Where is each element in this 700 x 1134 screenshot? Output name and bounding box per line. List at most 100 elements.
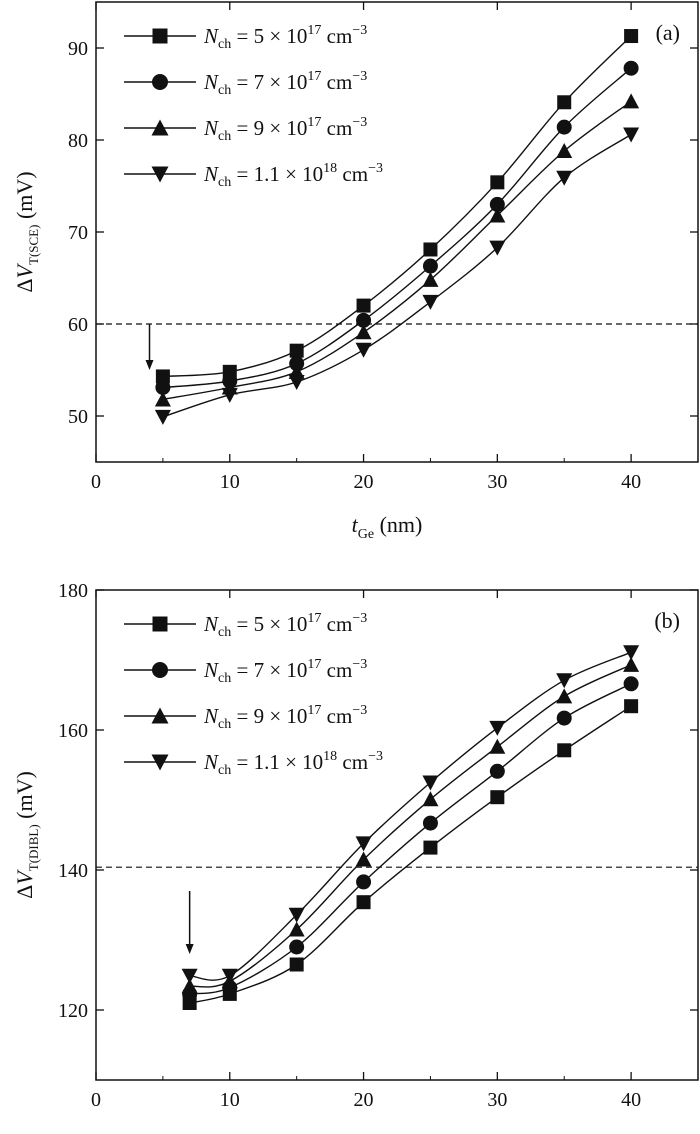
data-point — [221, 968, 238, 984]
y-axis-label-base: V — [12, 869, 37, 885]
plot-frame — [95, 589, 699, 1081]
legend-label: Nch = 7 × 1017 cm−3 — [203, 657, 367, 686]
series-triangle-down — [154, 127, 640, 425]
data-point — [289, 343, 304, 358]
data-point — [556, 119, 572, 135]
series-line — [189, 683, 632, 995]
legend-label-base: N — [203, 704, 219, 728]
legend-label-sub: ch — [218, 83, 231, 98]
series-line — [162, 133, 632, 418]
y-tick-label: 80 — [68, 130, 88, 152]
data-point — [623, 127, 640, 143]
y-tick-label: 70 — [68, 222, 88, 244]
data-point — [356, 895, 371, 910]
series-line — [189, 705, 632, 1004]
x-tick-label: 10 — [220, 471, 240, 493]
arrow-head — [145, 360, 154, 370]
x-axis-label: tGe (nm) — [352, 512, 423, 542]
legend-label-eq: = 1.1 × 10 — [231, 750, 323, 774]
data-point — [489, 720, 506, 736]
series-line — [162, 100, 632, 401]
legend-label-unit: cm — [321, 116, 352, 140]
data-point — [355, 324, 372, 340]
legend-label-unit-exp: −3 — [352, 611, 367, 626]
legend-label-unit-exp: −3 — [352, 69, 367, 84]
legend-label-exp: 18 — [323, 161, 337, 176]
legend-label-exp: 17 — [307, 703, 321, 718]
x-tick-label: 20 — [354, 471, 374, 493]
y-tick-label: 180 — [58, 580, 88, 602]
y-axis-label-base: V — [12, 262, 37, 278]
legend-label-unit: cm — [321, 658, 352, 682]
data-point — [356, 874, 372, 890]
legend-marker — [152, 662, 168, 678]
legend-entry: Nch = 7 × 1017 cm−3 — [124, 69, 367, 98]
legend-label-base: N — [203, 750, 219, 774]
legend-label-unit-exp: −3 — [352, 23, 367, 38]
legend-label-unit-exp: −3 — [368, 749, 383, 764]
data-point — [489, 240, 506, 256]
legend-label: Nch = 5 × 1017 cm−3 — [203, 23, 367, 52]
y-axis-label: ΔVT(SCE) (mV) — [12, 171, 41, 292]
legend-label-base: N — [203, 116, 219, 140]
data-point — [556, 170, 573, 186]
series-square — [155, 29, 639, 384]
x-tick-label: 30 — [487, 471, 507, 493]
legend-label-sub: ch — [218, 129, 231, 144]
legend-label-eq: = 9 × 10 — [231, 704, 307, 728]
data-point — [556, 673, 573, 689]
panel-label: (b) — [654, 608, 680, 633]
data-point — [624, 29, 639, 44]
legend-entry: Nch = 9 × 1017 cm−3 — [124, 115, 367, 144]
data-point — [154, 409, 171, 425]
data-point — [623, 676, 639, 692]
data-point — [422, 258, 438, 274]
legend-marker — [151, 119, 169, 136]
x-axis-label-sub: Ge — [358, 527, 374, 542]
panel-label: (a) — [656, 20, 680, 45]
data-point — [557, 95, 572, 110]
legend-label-eq: = 5 × 10 — [231, 24, 307, 48]
legend-label-unit: cm — [321, 704, 352, 728]
legend-label-unit: cm — [321, 24, 352, 48]
data-point — [624, 699, 639, 714]
data-point — [422, 775, 439, 791]
legend-label-unit-exp: −3 — [352, 657, 367, 672]
y-tick-label: 50 — [68, 406, 88, 428]
plot-frame — [95, 1, 699, 463]
legend-label-eq: = 9 × 10 — [231, 116, 307, 140]
data-point — [423, 840, 438, 855]
series-square — [182, 699, 639, 1010]
data-point — [490, 175, 505, 190]
y-axis-label-sub: T(SCE) — [26, 225, 41, 265]
legend-label-sub: ch — [218, 175, 231, 190]
legend-label-exp: 17 — [307, 611, 321, 626]
data-point — [623, 60, 639, 76]
legend-label: Nch = 9 × 1017 cm−3 — [203, 115, 367, 144]
y-tick-label: 140 — [58, 860, 88, 882]
legend-label-base: N — [203, 70, 219, 94]
legend-marker — [152, 616, 168, 632]
legend-label-base: N — [203, 658, 219, 682]
legend-label-eq: = 5 × 10 — [231, 612, 307, 636]
x-tick-label: 40 — [621, 471, 641, 493]
legend-label: Nch = 1.1 × 1018 cm−3 — [203, 749, 383, 778]
data-point — [422, 791, 439, 807]
data-point — [623, 656, 640, 672]
data-point — [623, 645, 640, 661]
data-point — [489, 738, 506, 754]
legend-label: Nch = 7 × 1017 cm−3 — [203, 69, 367, 98]
legend-marker — [151, 166, 169, 183]
data-point — [288, 374, 305, 390]
legend-entry: Nch = 5 × 1017 cm−3 — [124, 611, 367, 640]
legend-label-unit: cm — [337, 162, 368, 186]
legend-entry: Nch = 1.1 × 1018 cm−3 — [124, 161, 383, 190]
legend-label-unit-exp: −3 — [352, 703, 367, 718]
data-point — [289, 939, 305, 955]
data-point — [623, 93, 640, 109]
y-axis-label-unit: (mV) — [12, 771, 37, 824]
data-point — [356, 298, 371, 313]
legend-label: Nch = 5 × 1017 cm−3 — [203, 611, 367, 640]
legend-label-unit: cm — [321, 612, 352, 636]
